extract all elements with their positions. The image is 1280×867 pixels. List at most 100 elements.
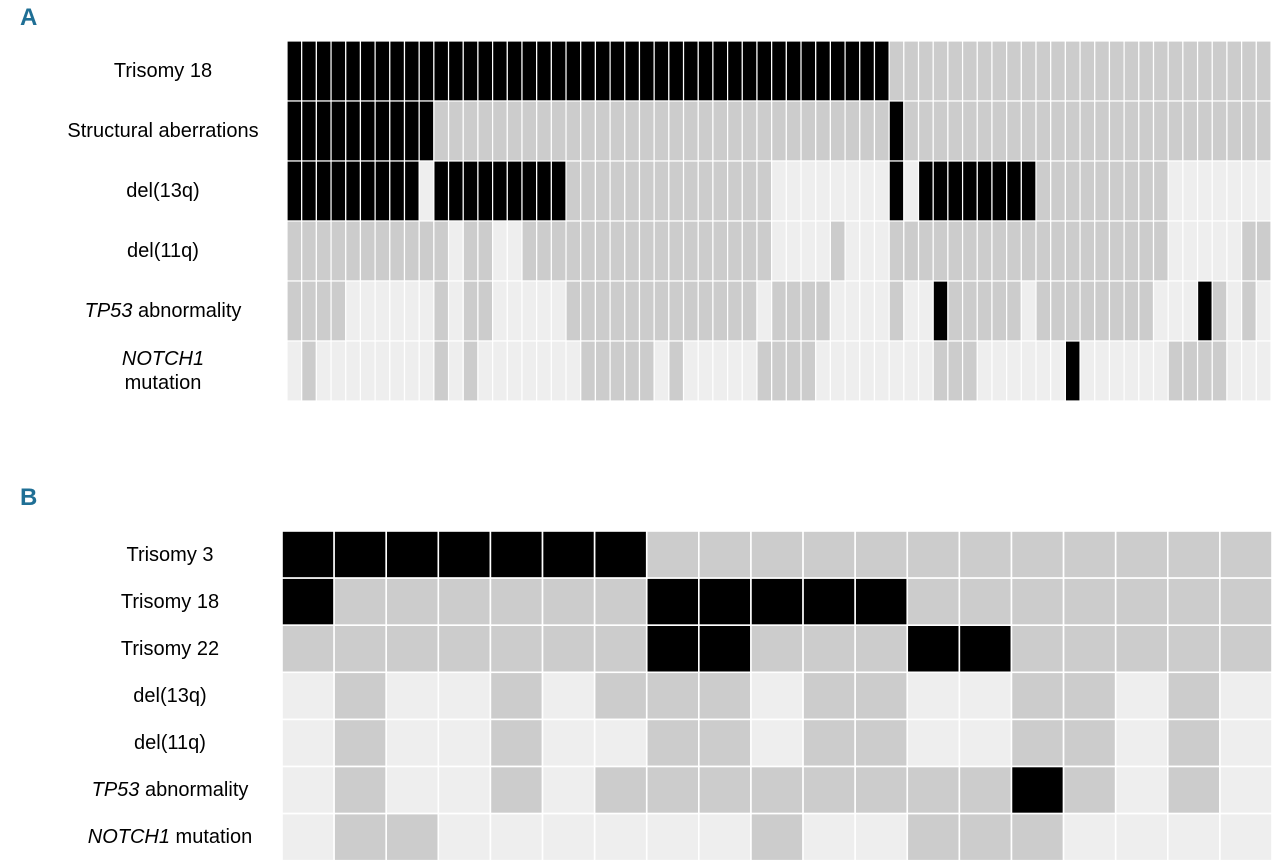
heatmap-cell [447, 160, 464, 222]
heatmap-cell [1241, 340, 1257, 402]
heatmap-cell [1006, 40, 1022, 102]
heatmap-cell [638, 280, 655, 342]
heatmap-cell [1050, 160, 1066, 222]
heatmap-cell [374, 280, 391, 342]
heatmap-cell [385, 624, 440, 674]
heatmap-cell [541, 765, 596, 815]
heatmap-cell [389, 40, 406, 102]
heatmap-cell [374, 220, 391, 282]
heatmap-cell [1010, 624, 1065, 674]
heatmap-cell [437, 624, 492, 674]
heatmap-cell [1211, 160, 1228, 222]
heatmap-cell [1064, 280, 1081, 342]
row-label: Trisomy 22 [50, 637, 290, 661]
heatmap-cell [1196, 160, 1213, 222]
heatmap-cell [1114, 765, 1169, 815]
heatmap-cell [976, 340, 993, 402]
row-label: TP53 abnormality [43, 299, 283, 323]
heatmap-cell [489, 765, 544, 815]
heatmap-cell [1114, 577, 1169, 626]
heatmap-cell [437, 765, 492, 815]
heatmap-cell [1108, 340, 1125, 402]
row-label-text: del(13q) [133, 684, 207, 707]
heatmap-cell [1123, 220, 1140, 282]
heatmap-cell [385, 530, 440, 579]
heatmap-cell [1079, 40, 1096, 102]
heatmap-cell [958, 624, 1013, 674]
heatmap-cell [1219, 718, 1273, 768]
heatmap-cell [624, 280, 641, 342]
heatmap-cell [947, 220, 964, 282]
heatmap-cell [359, 340, 376, 402]
heatmap-cell [645, 812, 700, 862]
heatmap-cell [726, 220, 743, 282]
heatmap-cell [594, 340, 611, 402]
heatmap-cell [389, 220, 406, 282]
heatmap-cell [802, 577, 856, 626]
heatmap-cell [1255, 160, 1272, 222]
heatmap-cell [888, 160, 905, 222]
heatmap-cell [374, 40, 391, 102]
heatmap-cell [389, 280, 406, 342]
heatmap-cell [741, 160, 758, 222]
heatmap-cell [1123, 100, 1140, 162]
heatmap-cell [286, 280, 303, 342]
heatmap-cell [1094, 160, 1111, 222]
heatmap-cell [1167, 340, 1184, 402]
heatmap-cell [1020, 160, 1037, 222]
heatmap-cell [580, 100, 597, 162]
heatmap-cell [726, 340, 743, 402]
heatmap-cell [961, 220, 978, 282]
row-label-text: Trisomy 18 [113, 60, 213, 82]
heatmap-cell [1079, 160, 1096, 222]
heatmap-cell [1226, 40, 1243, 102]
heatmap-cell [624, 220, 641, 282]
heatmap-cell [1138, 100, 1155, 162]
heatmap-cell [489, 530, 544, 579]
heatmap-cell [433, 340, 450, 402]
heatmap-cell [1138, 160, 1155, 222]
heatmap-cell [859, 220, 876, 282]
heatmap-cell [750, 812, 804, 862]
heatmap-cell [462, 160, 479, 222]
heatmap-cell [594, 160, 611, 222]
heatmap-cell [697, 220, 714, 282]
heatmap-cell [756, 340, 773, 402]
heatmap-cell [698, 718, 752, 768]
heatmap-cell [906, 530, 961, 579]
heatmap-cell [580, 340, 597, 402]
heatmap-cell [1079, 100, 1096, 162]
row-label-text: mutation [169, 826, 253, 849]
heatmap-cell [437, 671, 492, 721]
heatmap-cell [800, 220, 817, 282]
heatmap-cell [609, 160, 626, 222]
heatmap-cell [698, 577, 752, 626]
heatmap-cell [1020, 40, 1037, 102]
heatmap-cell [1241, 100, 1257, 162]
heatmap-cell [873, 100, 890, 162]
heatmap-cell [917, 160, 934, 222]
heatmap-cell [906, 765, 961, 815]
heatmap-cell [668, 280, 685, 342]
heatmap-cell [785, 40, 802, 102]
heatmap-cell [1050, 40, 1066, 102]
heatmap-cell [345, 340, 362, 402]
heatmap-cell [333, 530, 388, 579]
heatmap-cell [1020, 220, 1037, 282]
heatmap-cell [1152, 220, 1169, 282]
heatmap-cell [1114, 530, 1169, 579]
heatmap-cell [437, 718, 492, 768]
heatmap-cell [345, 160, 362, 222]
row-label-text: del(11q) [134, 731, 206, 754]
heatmap-cell [403, 100, 420, 162]
heatmap-cell [756, 160, 773, 222]
heatmap-cell [888, 40, 905, 102]
heatmap-cell [653, 280, 670, 342]
heatmap-cell [521, 220, 538, 282]
heatmap-cell [771, 220, 787, 282]
heatmap-cell [374, 340, 391, 402]
heatmap-cell [624, 100, 641, 162]
heatmap-cell [550, 220, 567, 282]
heatmap-cell [917, 100, 934, 162]
heatmap-cell [541, 718, 596, 768]
